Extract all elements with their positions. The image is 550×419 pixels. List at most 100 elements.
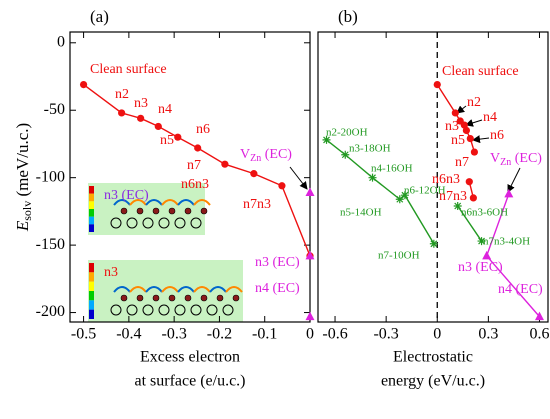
atom [174,304,186,316]
colorbar [89,263,94,273]
atom [136,207,144,215]
data-label: n7n3 [243,197,271,212]
marker [250,170,258,178]
label-main: V [490,151,500,166]
data-label: n7-10OH [378,250,420,262]
atom [120,294,128,302]
marker [429,239,438,248]
data-label: n5 [451,133,465,148]
data-label: n6n3 [432,172,460,187]
marker [470,148,478,156]
marker [451,109,459,117]
marker [482,250,492,260]
label-tail: (EC) [261,147,292,162]
x-tick-label: 0.6 [529,326,549,343]
atom [190,217,202,229]
marker [278,182,286,190]
x-tick-label: 0 [433,326,441,343]
colorbar [89,201,94,209]
marker [465,178,473,186]
label-main: V [240,147,250,162]
y-tick-label: -100 [36,168,65,185]
orbital [113,199,131,206]
marker [504,188,514,198]
colorbar [89,291,94,301]
data-label: VZn (EC) [490,151,542,168]
data-label: n3 (EC) [458,260,503,275]
orbital [145,286,163,293]
x-tick-label: -0.6 [322,326,347,343]
atom [216,294,224,302]
atom [232,294,240,302]
data-label: n3-18OH [349,143,391,155]
marker [400,191,409,200]
marker [305,187,315,197]
label-sub: Zn [500,157,511,168]
y-tick-label: -50 [44,101,65,118]
plot-frame [69,31,311,323]
colorbar [89,193,94,202]
data-label: n6 [196,122,210,137]
colorbar [89,216,94,225]
arrow [289,166,308,190]
x-tick-label: -0.1 [252,326,277,343]
inset-label: n3 [104,265,118,280]
data-label: n7n3 [439,189,467,204]
panel-label: (b) [338,7,358,26]
x-tick-label: -0.5 [71,326,96,343]
marker [137,114,145,122]
marker [118,109,126,117]
x-axis-label: energy (eV/u.c.) [381,373,485,390]
data-label: n4-16OH [371,163,413,175]
data-label: n7n3-4OH [483,236,530,248]
data-label: n3 (EC) [255,255,300,270]
x-tick-label: 0 [306,326,314,343]
marker [194,144,202,152]
orbital [145,199,163,206]
y-axis-label: Esolv (meV/u.c.) [13,123,34,232]
atom [222,304,234,316]
orbital [161,199,179,206]
atom [174,217,186,229]
marker [221,160,229,168]
marker [341,150,350,159]
orbital [209,286,227,293]
atom [184,207,192,215]
data-label: n4 (EC) [498,282,543,297]
data-label: n2 [467,95,481,110]
atom [200,294,208,302]
atom [136,294,144,302]
data-label: n4 (EC) [255,281,300,296]
marker [79,81,88,89]
orbital [161,286,179,293]
colorbar [89,281,94,291]
data-label: n5-14OH [340,207,382,219]
data-label: n3 [445,119,459,134]
colorbar [89,186,94,194]
data-label: n6-12OH [404,185,446,197]
data-label: n5 [160,133,174,148]
orbital [129,286,147,293]
y-tick-label: -200 [36,303,65,320]
atom [168,207,176,215]
data-label: n6n3 [181,177,209,192]
data-label: Clean surface [442,64,519,79]
marker [460,121,468,129]
atom [158,217,170,229]
atom [142,217,154,229]
colorbar [89,300,94,310]
y-tick-label: -150 [36,236,65,253]
data-label: n2-20OH [326,127,368,139]
atom [142,304,154,316]
y-label-subscript: solv [20,201,34,221]
y-label-unit: (meV/u.c.) [13,123,32,201]
colorbar [89,209,94,217]
marker [322,135,331,144]
series-line [83,84,311,257]
arrow [472,135,490,144]
atom [152,207,160,215]
data-label: n3 [134,96,148,111]
colorbar [89,224,94,232]
data-label: n6 [490,128,504,143]
marker [534,311,544,321]
